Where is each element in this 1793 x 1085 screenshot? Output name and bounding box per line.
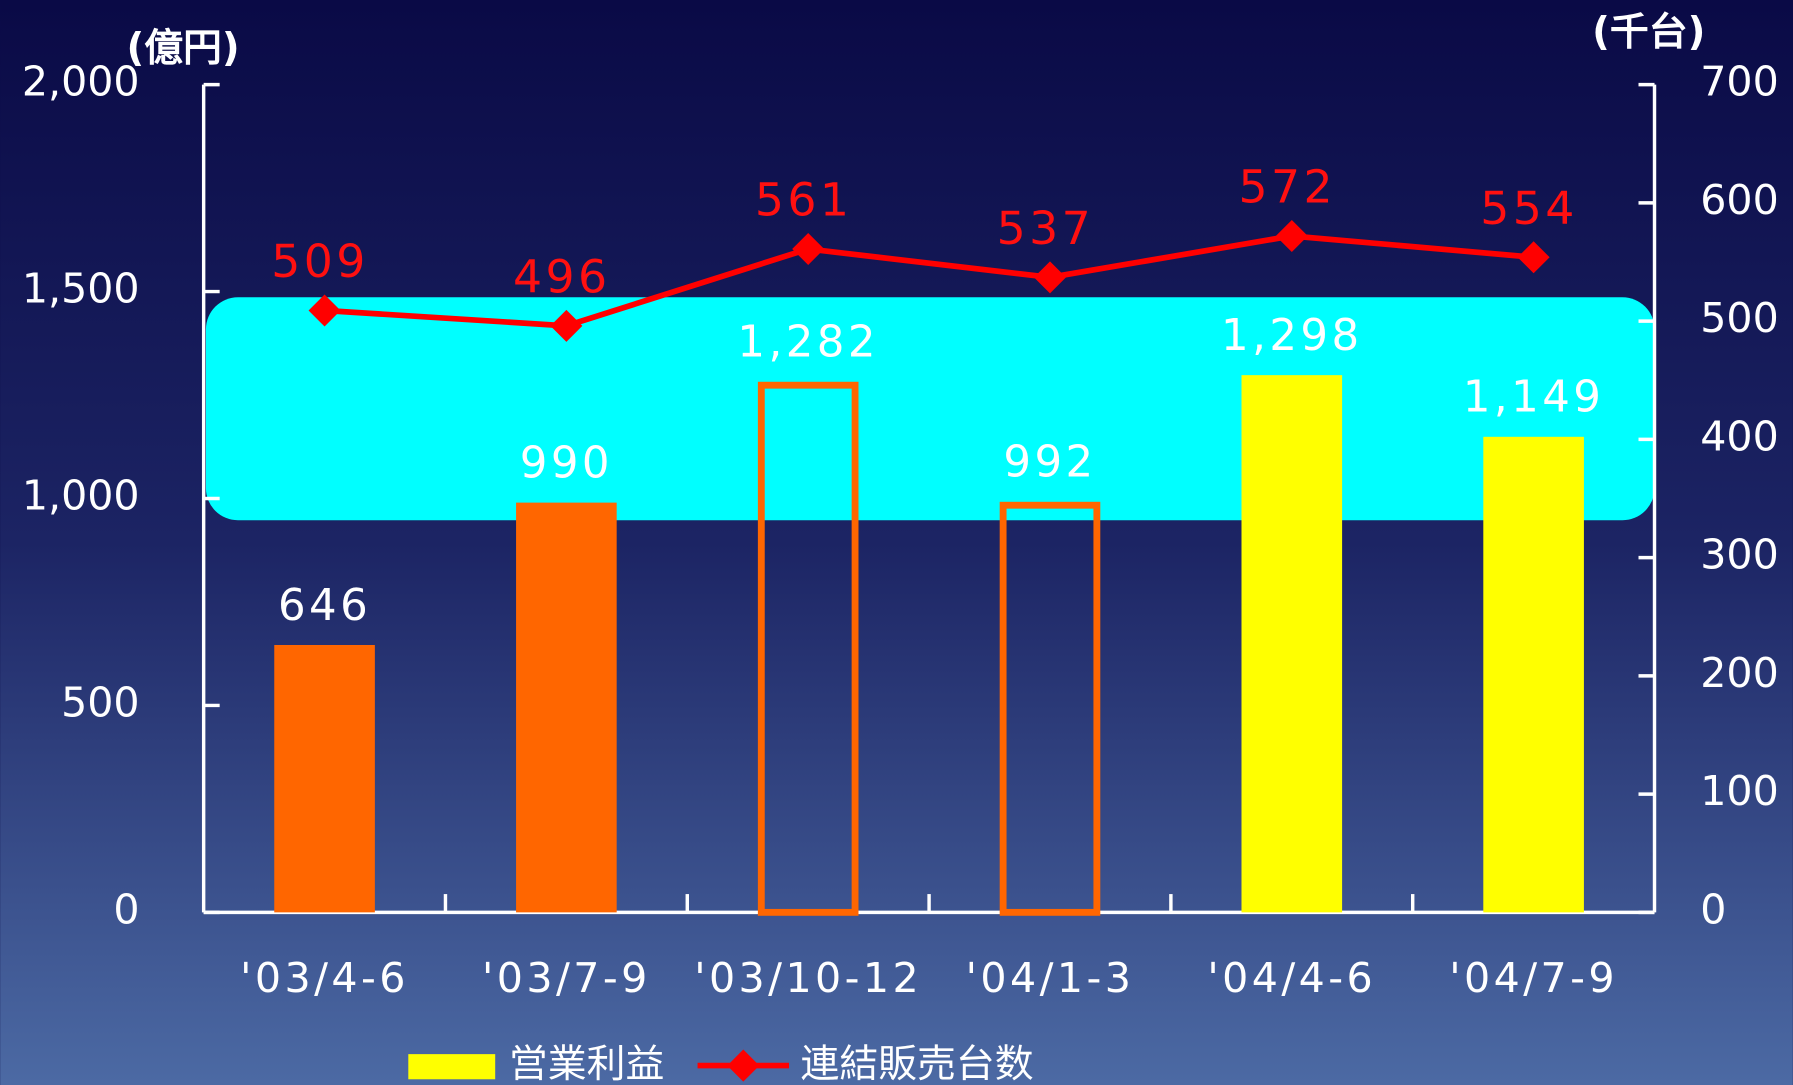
- y-tick-label: 2,000: [22, 58, 140, 106]
- line-value-label: 572: [1238, 161, 1336, 214]
- y-axis-label: (億円): [126, 26, 239, 71]
- y2-tick-label: 700: [1700, 58, 1779, 106]
- y2-tick-label: 300: [1700, 531, 1779, 579]
- x-tick-label: '03/7-9: [482, 954, 651, 1002]
- legend-swatch: [408, 1054, 496, 1080]
- y2-tick-label: 400: [1700, 412, 1779, 460]
- y2-tick-label: 0: [1700, 885, 1726, 933]
- x-tick-label: '03/10-12: [694, 954, 922, 1002]
- x-tick-label: '04/4-6: [1207, 954, 1376, 1002]
- bar-value-label: 1,282: [737, 318, 879, 368]
- x-tick-label: '04/7-9: [1449, 954, 1618, 1002]
- x-tick-label: '04/1-3: [966, 954, 1135, 1002]
- line-marker: [1275, 219, 1308, 252]
- y2-tick-label: 600: [1700, 176, 1779, 224]
- x-tick-label: '03/4-6: [240, 954, 409, 1002]
- bar-value-label: 1,149: [1463, 373, 1605, 423]
- line-marker: [1033, 261, 1066, 294]
- line-value-label: 561: [755, 174, 853, 227]
- y-tick-label: 1,500: [22, 265, 140, 313]
- bar: [274, 644, 375, 913]
- line-marker: [1517, 241, 1550, 274]
- y2-tick-label: 200: [1700, 649, 1779, 697]
- bar: [1483, 436, 1584, 913]
- bar: [757, 381, 859, 916]
- line-marker: [550, 309, 583, 342]
- line-value-label: 537: [997, 202, 1095, 255]
- bar: [516, 502, 617, 913]
- line-value-label: 509: [271, 235, 369, 288]
- y-tick-label: 500: [61, 678, 140, 726]
- legend-label: 営業利益: [509, 1042, 664, 1085]
- bar-value-label: 1,298: [1221, 311, 1363, 361]
- legend-label: 連結販売台数: [800, 1042, 1033, 1085]
- line: [324, 233, 1534, 329]
- bar-value-label: 646: [278, 581, 371, 631]
- bar-value-label: 990: [520, 439, 613, 489]
- bar: [999, 501, 1101, 916]
- y2-axis-label: (千台): [1592, 10, 1705, 55]
- legend-swatch: [727, 1049, 760, 1082]
- line-marker: [308, 294, 341, 327]
- line-value-label: 554: [1480, 182, 1578, 235]
- y-tick-label: 0: [113, 885, 139, 933]
- y-tick-label: 1,000: [22, 471, 140, 519]
- line-value-label: 496: [513, 251, 611, 304]
- bar-value-label: 992: [1003, 438, 1096, 488]
- highlight-band: [205, 297, 1655, 521]
- y2-tick-label: 500: [1700, 294, 1779, 342]
- bar: [1241, 375, 1343, 913]
- y2-tick-label: 100: [1700, 767, 1779, 815]
